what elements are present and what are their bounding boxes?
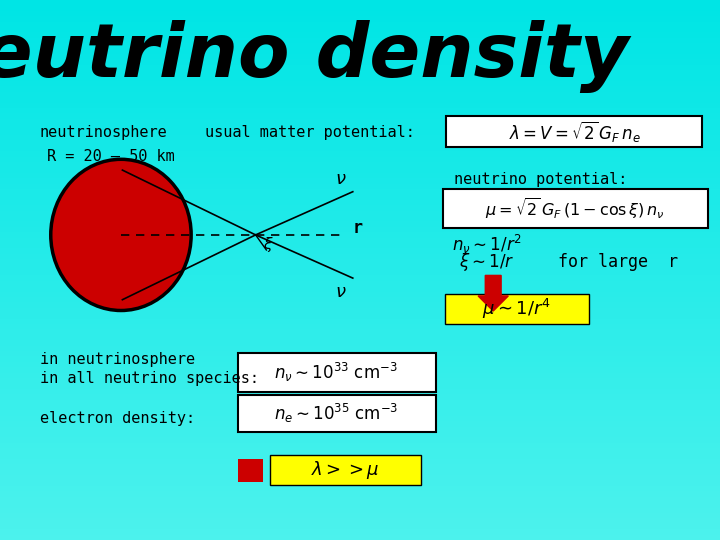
Text: neutrinosphere: neutrinosphere: [40, 125, 167, 140]
Text: $\lambda = V = \sqrt{2}\,G_F\,n_e$: $\lambda = V = \sqrt{2}\,G_F\,n_e$: [508, 119, 641, 144]
Text: usual matter potential:: usual matter potential:: [205, 125, 415, 140]
Bar: [238, 353, 436, 392]
Ellipse shape: [50, 159, 192, 310]
Text: r: r: [353, 219, 363, 237]
Text: $\lambda >> \mu$: $\lambda >> \mu$: [312, 460, 379, 481]
Text: $n_\nu \sim 10^{33}\ \mathrm{cm}^{-3}$: $n_\nu \sim 10^{33}\ \mathrm{cm}^{-3}$: [274, 361, 398, 383]
Bar: [270, 455, 421, 485]
Bar: [238, 459, 263, 482]
Text: $\nu$: $\nu$: [335, 282, 346, 301]
Bar: [445, 294, 589, 324]
Text: Neutrino density: Neutrino density: [0, 20, 629, 93]
Text: in all neutrino species:: in all neutrino species:: [40, 370, 258, 386]
Bar: [443, 189, 708, 228]
Text: $\nu$: $\nu$: [335, 170, 346, 188]
FancyArrow shape: [478, 275, 508, 311]
Text: $\xi$: $\xi$: [263, 235, 274, 254]
Text: $\xi \sim 1/r$: $\xi \sim 1/r$: [459, 251, 515, 273]
Text: $n_e \sim 10^{35}\ \mathrm{cm}^{-3}$: $n_e \sim 10^{35}\ \mathrm{cm}^{-3}$: [274, 402, 398, 425]
Text: for large  r: for large r: [558, 253, 678, 271]
Bar: [446, 116, 702, 147]
Text: neutrino potential:: neutrino potential:: [454, 172, 627, 187]
Text: in neutrinosphere: in neutrinosphere: [40, 352, 194, 367]
Text: electron density:: electron density:: [40, 411, 194, 426]
Text: $n_\nu \sim 1/r^2$: $n_\nu \sim 1/r^2$: [452, 233, 522, 255]
Bar: [238, 395, 436, 432]
Text: R = 20 – 50 km: R = 20 – 50 km: [47, 149, 174, 164]
Text: $\mu = \sqrt{2}\,G_F\,(1-\cos\xi)\,n_\nu$: $\mu = \sqrt{2}\,G_F\,(1-\cos\xi)\,n_\nu…: [485, 196, 665, 221]
Text: $\mu \sim 1/r^4$: $\mu \sim 1/r^4$: [482, 298, 552, 321]
